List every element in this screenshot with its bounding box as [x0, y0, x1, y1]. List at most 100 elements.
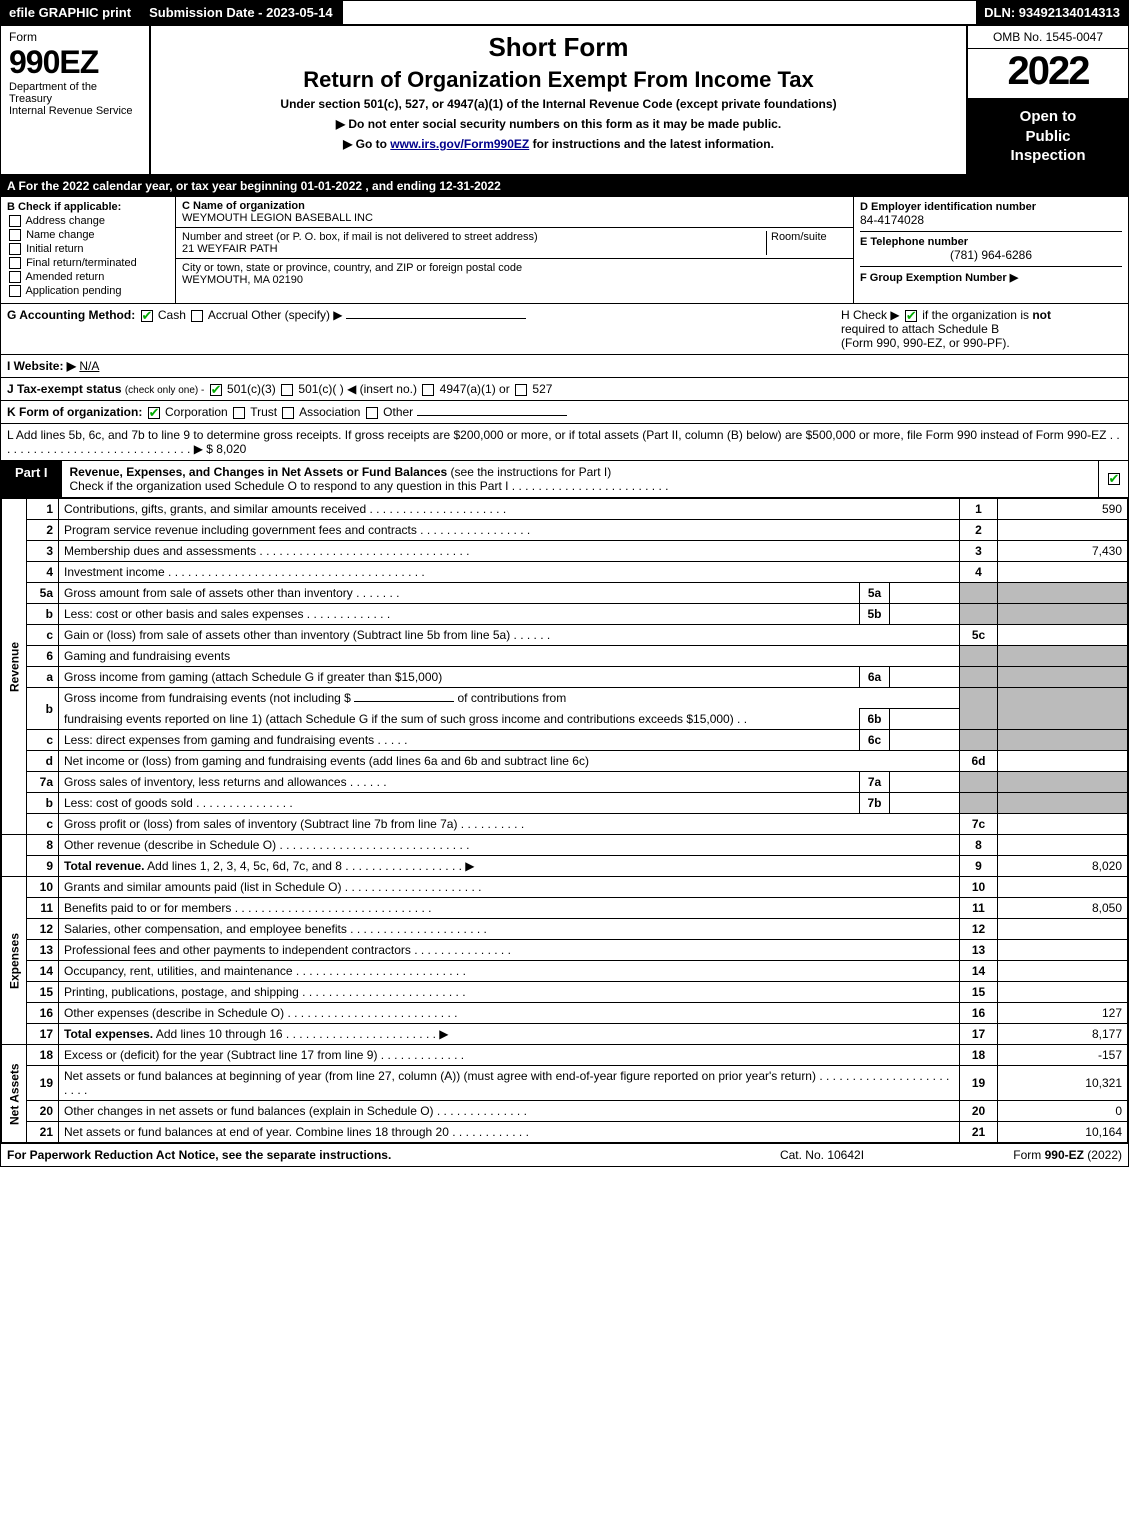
row-21-lineno: 21	[960, 1122, 998, 1143]
row-5c-amount	[998, 625, 1128, 646]
chk-501c3[interactable]	[210, 384, 222, 396]
ein-value: 84-4174028	[860, 213, 1122, 227]
chk-527[interactable]	[515, 384, 527, 396]
row-j: J Tax-exempt status (check only one) - 5…	[1, 378, 1128, 401]
omb-number: OMB No. 1545-0047	[968, 26, 1128, 49]
footer-formno: Form 990-EZ (2022)	[922, 1148, 1122, 1162]
row-19-num: 19	[27, 1066, 59, 1101]
k-other-blank[interactable]	[417, 415, 567, 416]
row-10-num: 10	[27, 877, 59, 898]
row-3-desc: Membership dues and assessments . . . . …	[59, 541, 960, 562]
chk-pending[interactable]: Application pending	[7, 285, 169, 297]
row-6d-amount	[998, 751, 1128, 772]
chk-address-change[interactable]: Address change	[7, 215, 169, 227]
row-6d-desc: Net income or (loss) from gaming and fun…	[59, 751, 960, 772]
org-city: WEYMOUTH, MA 02190	[182, 274, 847, 286]
row-6c-sn: 6c	[860, 730, 890, 751]
row-7b-desc: Less: cost of goods sold . . . . . . . .…	[59, 793, 860, 814]
chk-other-org[interactable]	[366, 407, 378, 419]
row-13-desc: Professional fees and other payments to …	[59, 940, 960, 961]
row-1-desc: Contributions, gifts, grants, and simila…	[59, 499, 960, 520]
g-cash: Cash	[158, 308, 186, 322]
k-label: K Form of organization:	[7, 405, 142, 419]
j-label: J Tax-exempt status	[7, 382, 122, 396]
row-7a-amount	[998, 772, 1128, 793]
row-8-desc: Other revenue (describe in Schedule O) .…	[59, 835, 960, 856]
dln-number: DLN: 93492134014313	[976, 1, 1128, 24]
section-a: A For the 2022 calendar year, or tax yea…	[1, 176, 1128, 197]
chk-accrual[interactable]	[191, 310, 203, 322]
row-19-amount: 10,321	[998, 1066, 1128, 1101]
k-o3: Association	[299, 405, 360, 419]
short-form-title: Short Form	[157, 32, 960, 63]
row-12-amount	[998, 919, 1128, 940]
row-9-amount: 8,020	[998, 856, 1128, 877]
chk-name-change[interactable]: Name change	[7, 229, 169, 241]
row-5b-lineno	[960, 604, 998, 625]
row-2-lineno: 2	[960, 520, 998, 541]
form-number: 990EZ	[9, 44, 141, 81]
return-title: Return of Organization Exempt From Incom…	[157, 67, 960, 93]
chk-501c[interactable]	[281, 384, 293, 396]
g-other-blank[interactable]	[346, 318, 526, 319]
chk-assoc[interactable]	[282, 407, 294, 419]
row-15-amount	[998, 982, 1128, 1003]
row-6b-text1: Gross income from fundraising events (no…	[64, 691, 351, 705]
part-i-header: Part I Revenue, Expenses, and Changes in…	[1, 461, 1128, 498]
row-17-lineno: 17	[960, 1024, 998, 1045]
chk-amended[interactable]: Amended return	[7, 271, 169, 283]
row-21-amount: 10,164	[998, 1122, 1128, 1143]
chk-corp[interactable]	[148, 407, 160, 419]
row-k: K Form of organization: Corporation Trus…	[1, 401, 1128, 424]
part-i-paren: (see the instructions for Part I)	[447, 465, 611, 479]
side-net-assets: Net Assets	[2, 1045, 27, 1143]
row-6a-lineno	[960, 667, 998, 688]
chk-part-i-sched-o[interactable]	[1108, 473, 1120, 485]
b-o2: Name change	[26, 229, 95, 241]
row-6b-blank[interactable]	[354, 701, 454, 702]
section-d-e-f: D Employer identification number 84-4174…	[853, 197, 1128, 304]
row-7b-num: b	[27, 793, 59, 814]
chk-final-return[interactable]: Final return/terminated	[7, 257, 169, 269]
row-8-lineno: 8	[960, 835, 998, 856]
row-15-num: 15	[27, 982, 59, 1003]
row-14-desc: Occupancy, rent, utilities, and maintena…	[59, 961, 960, 982]
j-o2: 501(c)( ) ◀ (insert no.)	[298, 382, 417, 396]
row-6d-num: d	[27, 751, 59, 772]
row-7a-desc: Gross sales of inventory, less returns a…	[59, 772, 860, 793]
g-label: G Accounting Method:	[7, 308, 135, 322]
row-5b-sn: 5b	[860, 604, 890, 625]
row-6a-num: a	[27, 667, 59, 688]
row-g-h: G Accounting Method: Cash Accrual Other …	[1, 304, 1128, 355]
chk-cash[interactable]	[141, 310, 153, 322]
b-o1: Address change	[25, 215, 105, 227]
ssn-warning: ▶ Do not enter social security numbers o…	[157, 117, 960, 131]
row-2-desc: Program service revenue including govern…	[59, 520, 960, 541]
row-7b-sn: 7b	[860, 793, 890, 814]
row-5a-num: 5a	[27, 583, 59, 604]
row-6-desc: Gaming and fundraising events	[59, 646, 960, 667]
irs-link[interactable]: www.irs.gov/Form990EZ	[390, 137, 529, 151]
i-label: I Website: ▶	[7, 359, 76, 373]
chk-h[interactable]	[905, 310, 917, 322]
under-section: Under section 501(c), 527, or 4947(a)(1)…	[157, 97, 960, 111]
row-10-desc: Grants and similar amounts paid (list in…	[59, 877, 960, 898]
row-5b-num: b	[27, 604, 59, 625]
row-6b-sv	[890, 709, 960, 730]
inspect-2: Public	[976, 127, 1120, 147]
chk-trust[interactable]	[233, 407, 245, 419]
b-o3: Initial return	[26, 243, 83, 255]
row-7a-lineno	[960, 772, 998, 793]
row-10-amount	[998, 877, 1128, 898]
row-11-num: 11	[27, 898, 59, 919]
row-6a-sv	[890, 667, 960, 688]
row-6a-sn: 6a	[860, 667, 890, 688]
row-17-desc: Total expenses. Add lines 10 through 16 …	[59, 1024, 960, 1045]
k-o2: Trust	[250, 405, 277, 419]
form-label: Form	[9, 30, 141, 44]
row-5a-lineno	[960, 583, 998, 604]
chk-4947[interactable]	[422, 384, 434, 396]
chk-initial-return[interactable]: Initial return	[7, 243, 169, 255]
row-20-lineno: 20	[960, 1101, 998, 1122]
form-header: Form 990EZ Department of the Treasury In…	[1, 26, 1128, 176]
